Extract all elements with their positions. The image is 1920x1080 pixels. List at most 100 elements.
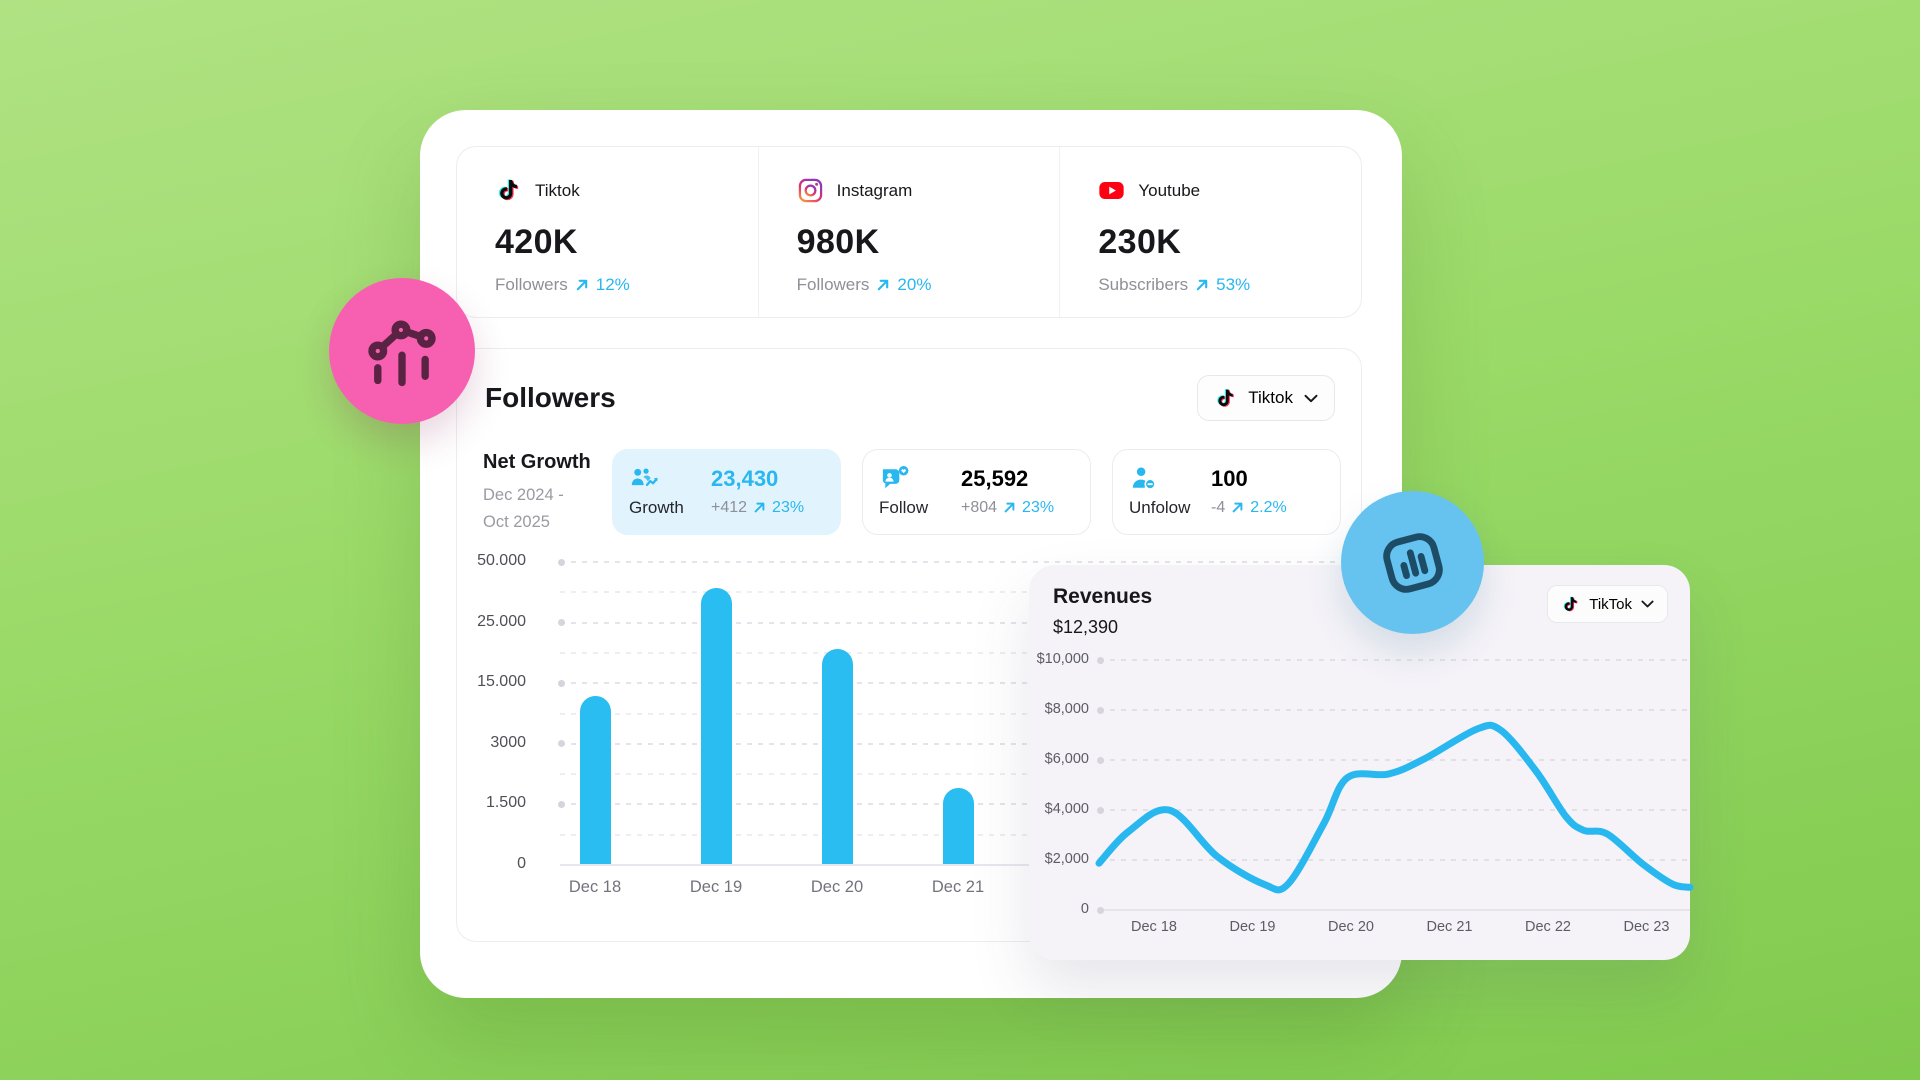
change-percent: 53%	[1216, 275, 1251, 294]
chip-percent: 23%	[1022, 498, 1055, 516]
follower-count: 420K	[495, 223, 578, 261]
chip-label: Unfolow	[1129, 497, 1191, 517]
y-tick-label: $6,000	[1044, 751, 1089, 767]
chip-value: 25,592	[961, 465, 1029, 491]
y-tick-label: $8,000	[1044, 701, 1089, 717]
chip-delta: -4	[1211, 498, 1226, 516]
chip-unfollow[interactable]: 100 Unfolow -4 2.2%	[1112, 449, 1341, 535]
tiktok-icon	[1214, 387, 1237, 410]
instagram-icon	[797, 177, 824, 204]
net-growth-title: Net Growth	[483, 451, 591, 473]
follower-count: 980K	[796, 223, 880, 261]
bar-chart-x-axis: Dec 18 Dec 19 Dec 20 Dec 21	[560, 878, 1339, 902]
line-chart-badge	[329, 278, 475, 424]
platform-row: Youtube	[1098, 177, 1361, 204]
arrow-up-right-icon	[1004, 502, 1015, 513]
chevron-down-icon	[1641, 600, 1654, 608]
y-tick-label: 0	[1080, 901, 1089, 917]
dropdown-value: Tiktok	[1248, 388, 1293, 407]
x-tick-label: Dec 18	[1131, 919, 1177, 935]
gridline	[558, 558, 1339, 566]
chip-label: Follow	[879, 497, 929, 517]
gridline-minor	[560, 591, 1339, 594]
platform-dropdown[interactable]: Tiktok	[1197, 375, 1335, 421]
x-tick-label: Dec 20	[810, 878, 864, 896]
gridline-minor	[560, 712, 1339, 715]
bar-chart-y-axis: 50.000 25.000 15.000 3000 1.500 0	[457, 552, 526, 872]
arrow-up-right-icon	[1232, 502, 1243, 513]
followers-title: Followers	[485, 382, 616, 413]
followers-bar-chart: 50.000 25.000 15.000 3000 1.500 0 Dec 18 Dec 1…	[457, 552, 1361, 921]
platform-name: Tiktok	[535, 180, 580, 200]
bar-chart-badge	[1341, 491, 1484, 634]
bar-chart-plot	[558, 558, 1339, 866]
chip-percent: 2.2%	[1250, 498, 1287, 516]
arrow-up-right-icon	[754, 502, 765, 513]
follow-icon	[879, 463, 910, 494]
metric-label: Subscribers	[1098, 275, 1189, 294]
revenues-platform-dropdown[interactable]: TikTok	[1547, 585, 1668, 623]
y-tick-label: 0	[517, 855, 526, 872]
revenues-card: Revenues $12,390 TikTok $10,000 $8,000 $6,…	[1029, 565, 1694, 960]
period-end: Oct 2025	[483, 513, 550, 531]
net-growth-period: Dec 2024 - Oct 2025	[483, 482, 607, 536]
stat-tiktok: Tiktok 420K Followers 12%	[457, 147, 758, 317]
platform-name: Instagram	[836, 180, 913, 200]
subscriber-count: 230K	[1098, 223, 1182, 261]
bar-chart-icon	[1382, 532, 1443, 593]
stat-subline: Followers 12%	[495, 275, 758, 295]
change-percent: 20%	[897, 275, 932, 294]
gridline	[1097, 806, 1690, 814]
dashboard-card: Tiktok 420K Followers 12% Instagram 980K	[420, 110, 1402, 998]
revenues-total: $12,390	[1053, 617, 1119, 637]
gridline	[558, 619, 1339, 627]
chip-change: -4 2.2%	[1211, 499, 1324, 517]
chip-label: Growth	[629, 497, 684, 517]
platform-stats-card: Tiktok 420K Followers 12% Instagram 980K	[456, 146, 1362, 318]
x-tick-label: Dec 19	[689, 878, 743, 896]
gridline	[558, 679, 1339, 687]
period-start: Dec 2024 -	[483, 486, 564, 504]
x-tick-label: Dec 19	[1229, 919, 1276, 935]
x-tick-label: Dec 23	[1623, 919, 1670, 935]
chip-value: 23,430	[711, 465, 779, 491]
chip-follow[interactable]: 25,592 Follow +804 23%	[862, 449, 1091, 535]
revenue-line	[1095, 721, 1694, 894]
x-tick-label: Dec 20	[1328, 919, 1374, 935]
gridline-minor	[560, 651, 1339, 654]
chip-growth[interactable]: 23,430 Growth +412 23%	[612, 449, 841, 535]
chip-percent: 23%	[772, 498, 805, 516]
chip-value: 100	[1211, 465, 1248, 491]
platform-row: Tiktok	[495, 177, 758, 204]
line-chart-y-axis: $10,000 $8,000 $6,000 $4,000 $2,000 0	[1029, 651, 1089, 917]
platform-row: Instagram	[797, 177, 1060, 204]
growth-chips: 23,430 Growth +412 23% 25,592 Follow	[612, 449, 1341, 535]
tiktok-icon	[495, 177, 522, 204]
youtube-icon	[1098, 177, 1125, 204]
arrow-up-right-icon	[576, 279, 587, 291]
y-tick-label: $10,000	[1036, 651, 1089, 667]
gridline	[560, 864, 1339, 866]
growth-icon	[629, 463, 660, 494]
revenues-titles: Revenues $12,390	[1053, 585, 1152, 638]
gridline	[558, 740, 1339, 748]
x-tick-label: Dec 21	[931, 878, 985, 896]
chevron-down-icon	[1304, 394, 1318, 402]
x-tick-label: Dec 18	[568, 878, 622, 896]
tiktok-icon	[1561, 595, 1580, 614]
arrow-up-right-icon	[1196, 279, 1208, 291]
gridline-minor	[560, 773, 1339, 776]
chip-delta: +804	[961, 498, 998, 516]
chip-change: +412 23%	[711, 499, 824, 517]
gridline	[1097, 906, 1690, 914]
y-tick-label: 3000	[490, 733, 526, 751]
gridline	[1097, 706, 1690, 714]
bar	[579, 695, 611, 864]
gridline	[1097, 656, 1690, 664]
chip-change: +804 23%	[961, 499, 1074, 517]
arrow-up-right-icon	[878, 279, 889, 291]
net-growth-block: Net Growth Dec 2024 - Oct 2025	[483, 451, 607, 536]
followers-card: Followers Tiktok Net Growth Dec 2024 - O…	[456, 348, 1362, 942]
dropdown-value: TikTok	[1589, 595, 1632, 613]
stat-youtube: Youtube 230K Subscribers 53%	[1059, 147, 1361, 317]
